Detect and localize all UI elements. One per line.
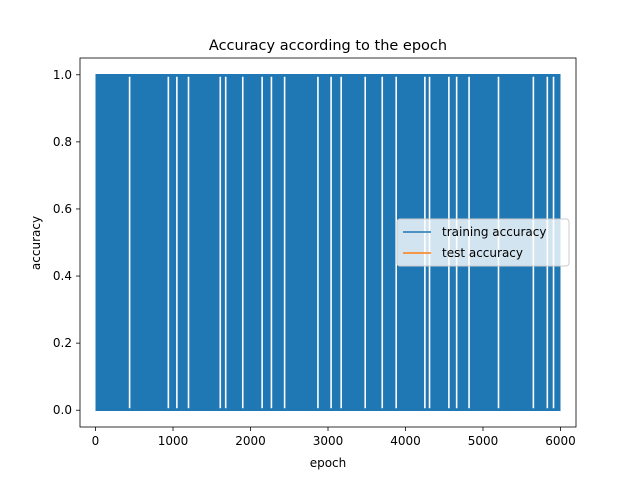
series-training-gap-6	[241, 76, 244, 409]
series-training-gap-11	[330, 76, 332, 409]
series-training-gap-13	[364, 76, 366, 409]
series-training-gap-2	[176, 76, 178, 409]
series-training-gap-12	[340, 76, 342, 409]
series-training-gap-5	[224, 76, 227, 409]
series-training-gap-14	[381, 76, 384, 409]
series-training-gap-15	[395, 76, 397, 409]
series-training-gap-0	[128, 76, 131, 409]
y-tick-label-0: 0.0	[53, 403, 72, 417]
series-training-gap-4	[219, 76, 222, 409]
series-training-gap-10	[317, 76, 319, 409]
legend: training accuracy test accuracy	[396, 218, 570, 267]
series-training-gap-9	[283, 76, 286, 409]
legend-label-test: test accuracy	[442, 246, 523, 260]
x-tick-label-4: 4000	[390, 434, 421, 448]
y-tick-label-3: 0.6	[53, 202, 72, 216]
x-axis-label: epoch	[310, 456, 347, 470]
y-tick-label-5: 1.0	[53, 68, 72, 82]
y-axis-label: accuracy	[29, 216, 43, 270]
x-tick-label-6: 6000	[545, 434, 576, 448]
y-tick-label-4: 0.8	[53, 135, 72, 149]
x-tick-label-3: 3000	[313, 434, 344, 448]
series-training-gap-1	[167, 76, 170, 409]
x-tick-label-0: 0	[92, 434, 100, 448]
series-training-gap-7	[261, 76, 263, 409]
legend-box	[396, 218, 570, 267]
legend-label-training: training accuracy	[442, 225, 546, 239]
chart-title: Accuracy according to the epoch	[209, 38, 447, 54]
x-tick-label-2: 2000	[235, 434, 266, 448]
y-tick-label-2: 0.4	[53, 269, 72, 283]
x-tick-label-5: 5000	[468, 434, 499, 448]
y-tick-label-1: 0.2	[53, 336, 72, 350]
x-tick-label-1: 1000	[158, 434, 189, 448]
series-training-gap-3	[187, 76, 190, 409]
series-training-gap-8	[270, 76, 273, 409]
